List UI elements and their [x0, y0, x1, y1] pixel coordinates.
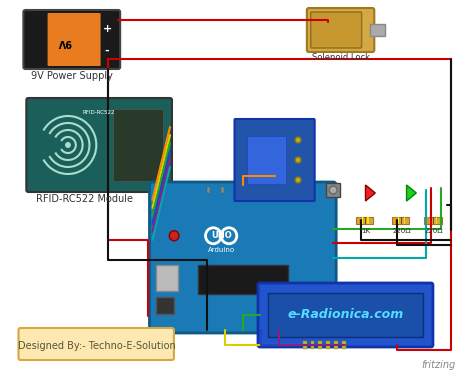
FancyBboxPatch shape [342, 341, 346, 349]
FancyBboxPatch shape [198, 265, 288, 294]
Text: +: + [102, 23, 112, 33]
Text: RFID-RC522: RFID-RC522 [83, 109, 115, 115]
Circle shape [295, 177, 301, 183]
FancyBboxPatch shape [236, 187, 238, 193]
Text: RFID-RC522 Module: RFID-RC522 Module [36, 194, 134, 204]
Bar [395, 217, 396, 224]
Circle shape [295, 157, 301, 163]
Bar [367, 217, 369, 224]
Circle shape [295, 137, 301, 143]
Bar [398, 217, 399, 224]
Text: fritzing: fritzing [421, 360, 456, 370]
Bar [365, 217, 366, 224]
FancyBboxPatch shape [221, 187, 224, 193]
FancyBboxPatch shape [303, 341, 307, 349]
FancyBboxPatch shape [279, 187, 282, 193]
Bar [433, 217, 434, 224]
Bar [436, 217, 438, 224]
FancyBboxPatch shape [334, 341, 338, 349]
FancyBboxPatch shape [392, 217, 410, 224]
Text: -: - [105, 45, 109, 56]
FancyBboxPatch shape [258, 283, 433, 347]
Text: 220Ω: 220Ω [425, 228, 443, 234]
Bar [427, 217, 428, 224]
Text: Designed By:- Techno-E-Solution: Designed By:- Techno-E-Solution [18, 341, 175, 351]
Bar [401, 217, 402, 224]
FancyBboxPatch shape [319, 341, 322, 349]
Circle shape [329, 186, 337, 194]
FancyBboxPatch shape [235, 119, 315, 201]
FancyBboxPatch shape [250, 187, 253, 193]
FancyBboxPatch shape [113, 109, 163, 181]
Text: Arduino: Arduino [208, 247, 235, 253]
FancyBboxPatch shape [47, 13, 100, 66]
Bar [430, 217, 431, 224]
FancyBboxPatch shape [268, 293, 423, 337]
FancyBboxPatch shape [23, 10, 120, 69]
FancyBboxPatch shape [424, 217, 442, 224]
FancyBboxPatch shape [307, 8, 374, 52]
FancyBboxPatch shape [326, 341, 330, 349]
FancyBboxPatch shape [156, 297, 174, 314]
Polygon shape [407, 185, 416, 201]
FancyBboxPatch shape [310, 341, 314, 349]
Text: Solenoid Lock: Solenoid Lock [311, 53, 370, 62]
Circle shape [65, 142, 71, 148]
Bar [362, 217, 363, 224]
Bar [404, 217, 405, 224]
Text: 1K: 1K [361, 228, 370, 234]
FancyBboxPatch shape [264, 187, 267, 193]
Text: 9V Power Supply: 9V Power Supply [31, 71, 113, 81]
FancyBboxPatch shape [308, 187, 311, 193]
FancyBboxPatch shape [18, 328, 174, 360]
Polygon shape [365, 185, 375, 201]
FancyBboxPatch shape [293, 187, 296, 193]
FancyBboxPatch shape [311, 12, 362, 48]
FancyBboxPatch shape [156, 265, 178, 291]
Text: 9V: 9V [57, 37, 72, 47]
FancyBboxPatch shape [327, 183, 340, 197]
FancyBboxPatch shape [356, 217, 374, 224]
Text: UNO: UNO [211, 231, 231, 240]
Text: 220Ω: 220Ω [392, 228, 411, 234]
FancyBboxPatch shape [27, 98, 172, 192]
FancyBboxPatch shape [207, 187, 210, 193]
Text: e-Radionica.com: e-Radionica.com [287, 308, 403, 321]
FancyBboxPatch shape [247, 136, 286, 184]
Circle shape [169, 231, 179, 241]
FancyBboxPatch shape [370, 24, 385, 36]
Bar [359, 217, 360, 224]
FancyBboxPatch shape [149, 182, 336, 333]
